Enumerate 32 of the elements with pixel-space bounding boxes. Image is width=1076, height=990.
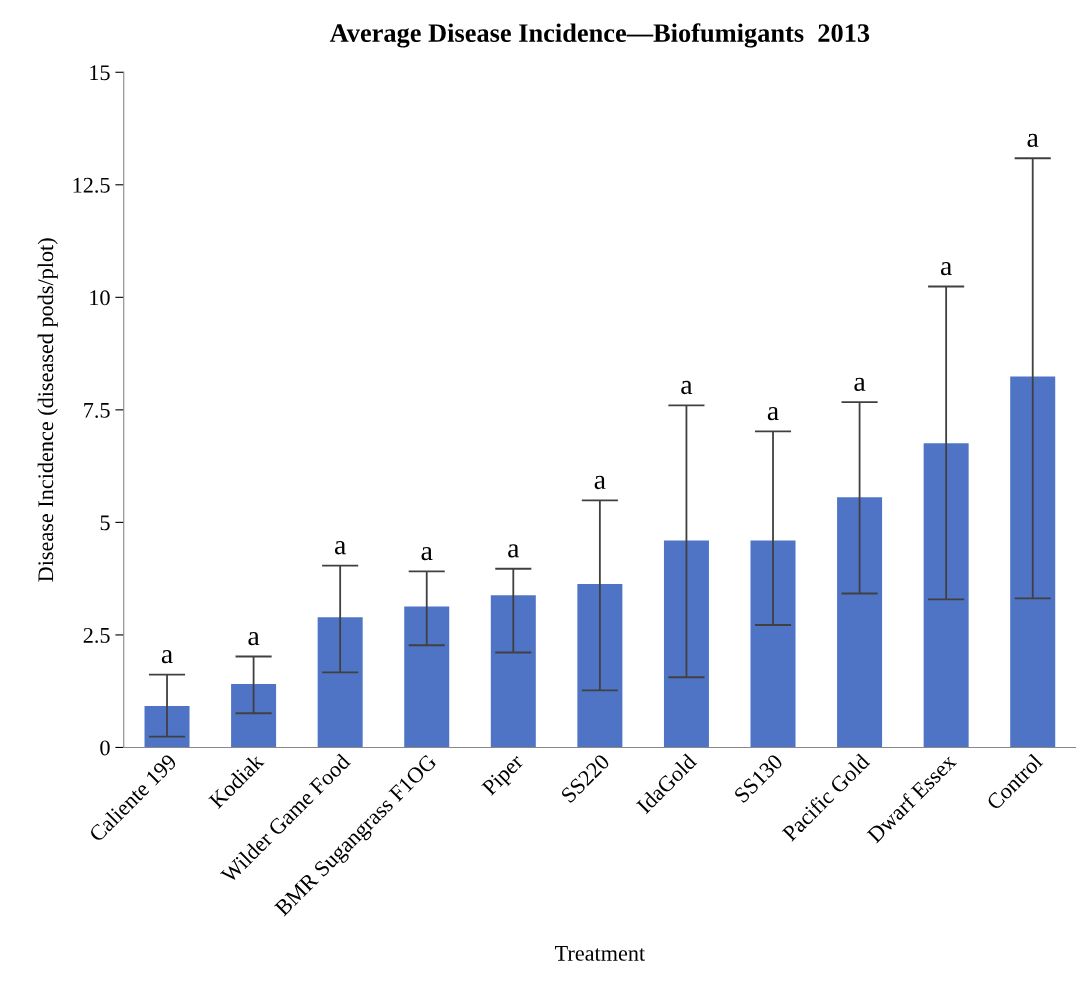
annotation: a [248,632,260,646]
y-tick-label: 15 [90,65,110,81]
y-tick-label: 7.5 [84,403,110,418]
bar [404,606,450,748]
bar [490,595,536,748]
bar [577,584,623,748]
annotation: a [421,546,433,561]
y-tick-label: 2.5 [83,627,110,643]
y-tick-label: 10 [90,290,110,306]
annotation: a [594,475,606,490]
x-axis-title: Treatment [555,946,646,961]
bar [837,497,883,748]
annotation: a [854,377,866,392]
y-tick-label: 0 [100,740,110,756]
annotation: a [508,544,520,558]
bar [663,540,709,748]
y-axis-title: Disease Incidence (diseased pods/plot) [37,238,58,582]
y-tick-label: 5 [100,515,110,531]
chart-title: Average Disease Incidence—Biofumigants 2013 [329,23,870,48]
bar [1010,376,1056,748]
bar [923,443,969,748]
annotation: a [681,380,693,395]
y-tick-label: 12.5 [73,177,110,193]
annotation: a [334,541,346,555]
annotation: a [1027,133,1039,148]
annotation: a [940,262,952,276]
annotation: a [767,406,779,421]
bar [231,683,277,748]
bar [144,706,190,748]
bar [317,617,363,748]
bar [750,540,796,748]
annotation: a [161,650,173,664]
